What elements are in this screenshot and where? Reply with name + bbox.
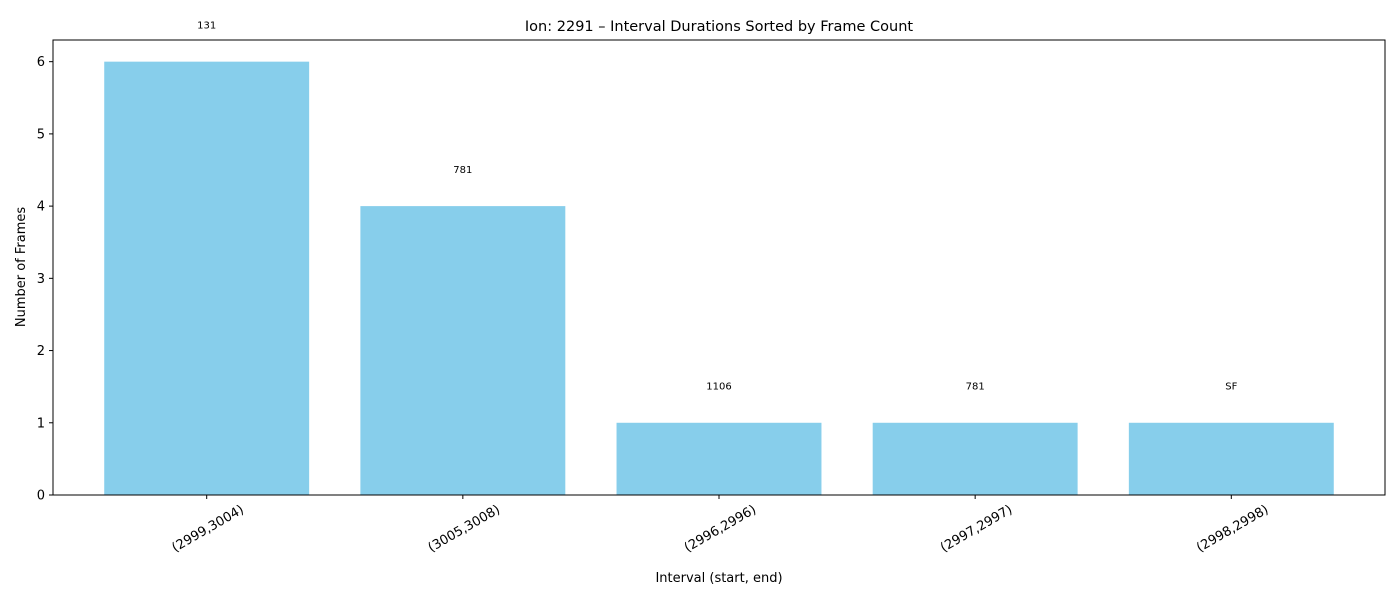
- chart-title: Ion: 2291 – Interval Durations Sorted by…: [525, 19, 913, 35]
- y-tick-label-4: 4: [37, 200, 45, 215]
- y-tick-label-1: 1: [37, 416, 45, 431]
- y-tick-label-3: 3: [37, 272, 45, 287]
- x-tick-label-0: (2999,3004): [170, 502, 247, 555]
- x-axis-label: Interval (start, end): [655, 571, 782, 586]
- bar-0: [104, 61, 310, 496]
- bar-annotation-4: SF: [1225, 382, 1237, 393]
- bar-4: [1128, 422, 1334, 495]
- x-tick-label-2: (2996,2996): [682, 502, 759, 555]
- x-tick-label-1: (3005,3008): [426, 502, 503, 555]
- annotations-layer: 131 781 1106 781 SF: [197, 21, 1237, 393]
- y-tick-label-5: 5: [37, 127, 45, 142]
- bar-annotation-1: 781: [453, 165, 472, 176]
- bar-2: [616, 422, 822, 495]
- bar-annotation-3: 781: [966, 382, 985, 393]
- x-tick-label-4: (2998,2998): [1194, 502, 1271, 555]
- bar-annotation-0: 131: [197, 21, 216, 32]
- y-axis-label: Number of Frames: [14, 207, 29, 328]
- bar-1: [360, 206, 566, 495]
- bar-3: [872, 422, 1078, 495]
- bar-annotation-2: 1106: [706, 382, 731, 393]
- bars-layer: [104, 61, 1334, 496]
- y-tick-label-6: 6: [37, 55, 45, 70]
- y-tick-label-2: 2: [37, 344, 45, 359]
- y-tick-label-0: 0: [37, 489, 45, 504]
- x-tick-label-3: (2997,2997): [938, 502, 1015, 555]
